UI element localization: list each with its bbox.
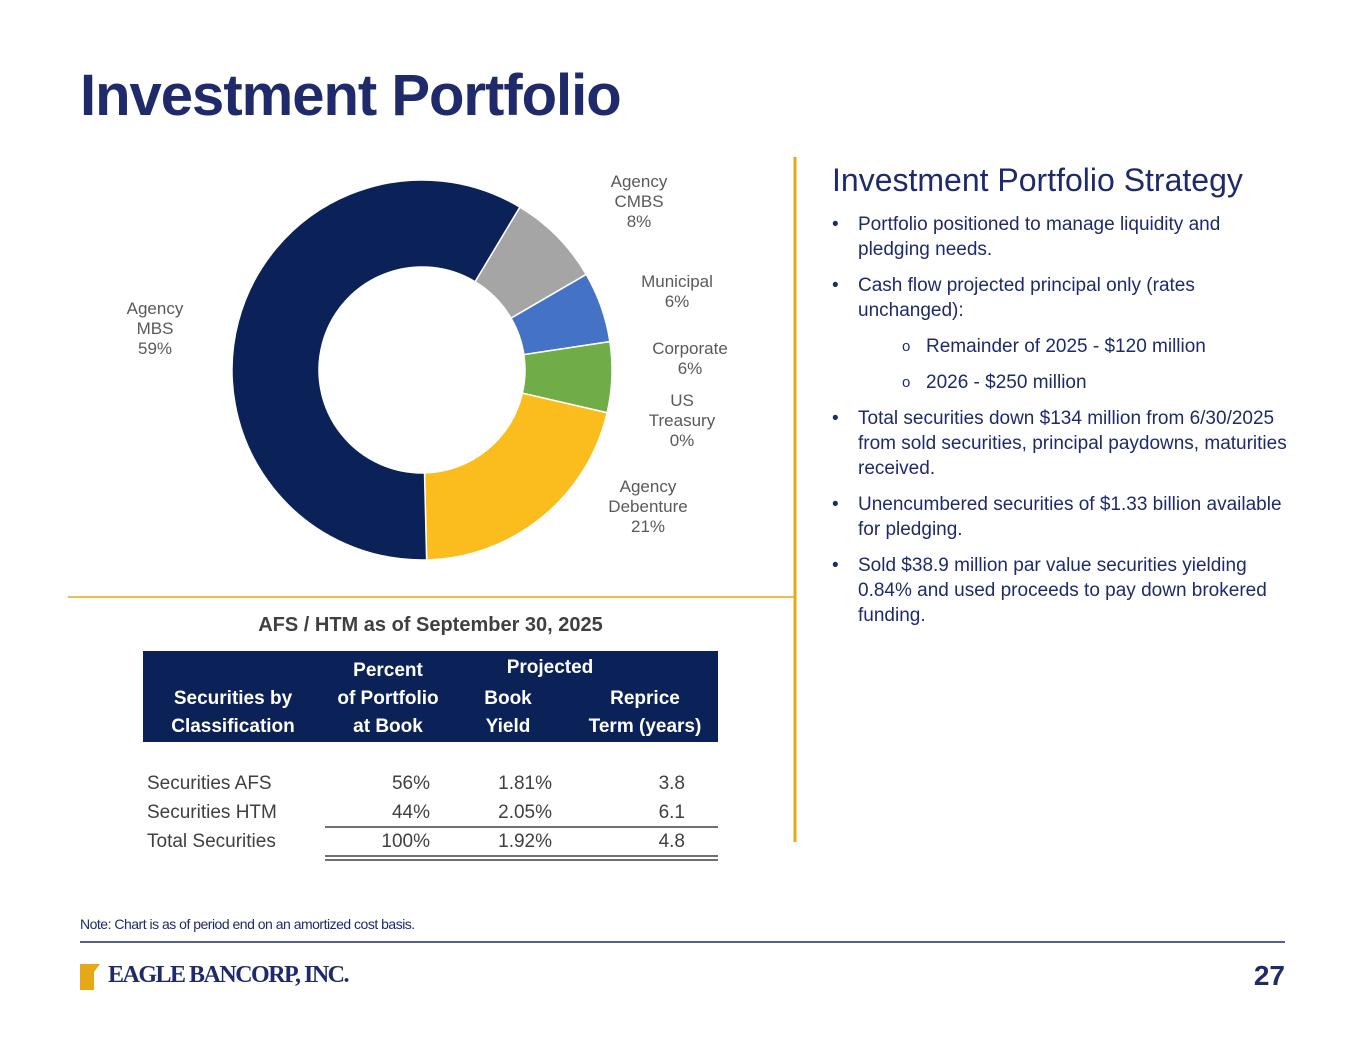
- bullet-text: Cash flow projected principal only (rate…: [858, 275, 1195, 321]
- donut: [231, 179, 613, 561]
- value-label: 6%: [664, 292, 690, 311]
- category-label: Municipal: [641, 272, 713, 291]
- bullet: Total securities down $134 million from …: [832, 406, 1292, 481]
- slice-label: Agency Debenture 21%: [593, 477, 703, 537]
- table-caption: AFS / HTM as of September 30, 2025: [258, 614, 603, 636]
- pie-slice: [231, 179, 521, 561]
- bullet: Unencumbered securities of $1.33 billion…: [832, 492, 1292, 542]
- table-cell: 1.81%: [498, 773, 552, 794]
- table-cell: 56%: [391, 773, 430, 794]
- column-header: Book: [484, 688, 532, 709]
- logo-icon: [80, 964, 100, 990]
- strategy-list: Portfolio positioned to manage liquidity…: [832, 212, 1292, 639]
- table-cell: 3.8: [658, 773, 685, 794]
- slice-label: Municipal 6%: [622, 272, 732, 312]
- table-row: Securities HTM 44% 2.05% 6.1: [147, 802, 687, 830]
- table-cell: 2.05%: [498, 802, 552, 823]
- column-header: of Portfolio: [337, 688, 439, 709]
- bullet: Portfolio positioned to manage liquidity…: [832, 212, 1292, 262]
- table-cell: 100%: [381, 831, 430, 852]
- strategy-heading: Investment Portfolio Strategy: [832, 162, 1243, 198]
- sub-bullet: 2026 - $250 million: [858, 370, 1292, 395]
- category-label: Agency Debenture: [608, 477, 688, 516]
- column-header: Securities by: [173, 688, 293, 709]
- value-label: 21%: [630, 517, 666, 536]
- slide-title: Investment Portfolio: [80, 63, 622, 128]
- table-row: Total Securities 100% 1.92% 4.8: [147, 831, 687, 859]
- value-label: 8%: [626, 212, 652, 231]
- bullet-text: Unencumbered securities of $1.33 billion…: [858, 494, 1282, 540]
- value-label: 0%: [669, 431, 695, 450]
- table-cell: Securities HTM: [147, 802, 277, 823]
- bullet-text: Sold $38.9 million par value securities …: [858, 555, 1267, 626]
- column-header: Term (years): [588, 716, 702, 737]
- footnote: Note: Chart is as of period end on an am…: [80, 916, 415, 932]
- bullet: Cash flow projected principal only (rate…: [832, 273, 1292, 395]
- slice-label: US Treasury 0%: [627, 391, 737, 451]
- table-header: Projected Securities by Classification Per…: [143, 651, 718, 742]
- sub-list: Remainder of 2025 - $120 million 2026 - $…: [858, 334, 1292, 395]
- group-header: Projected: [506, 657, 594, 678]
- table-cell: Securities AFS: [147, 773, 272, 794]
- bullet-text: Portfolio positioned to manage liquidity…: [858, 214, 1221, 260]
- category-label: Agency CMBS: [610, 172, 668, 211]
- column-header: Reprice: [610, 688, 680, 709]
- slice-label: Corporate 6%: [635, 339, 745, 379]
- value-label: 59%: [137, 339, 173, 358]
- column-header: at Book: [353, 716, 423, 737]
- category-label: Agency MBS: [126, 299, 184, 338]
- table-cell: 44%: [391, 802, 430, 823]
- table-cell: Total Securities: [147, 831, 276, 852]
- category-label: Corporate: [652, 339, 728, 358]
- bullet-text: Total securities down $134 million from …: [858, 408, 1287, 479]
- column-header: Yield: [485, 716, 531, 737]
- table-cell: 6.1: [658, 802, 685, 823]
- slice-label: Agency CMBS 8%: [584, 172, 694, 232]
- value-label: 6%: [677, 359, 703, 378]
- column-header: Classification: [171, 716, 295, 737]
- slice-label: Agency MBS 59%: [100, 299, 210, 359]
- column-header: Percent: [353, 660, 423, 681]
- table-cell: 1.92%: [498, 831, 552, 852]
- category-label: US Treasury: [648, 391, 716, 430]
- sub-bullet: Remainder of 2025 - $120 million: [858, 334, 1292, 359]
- logo: EAGLE BANCORP, INC.: [108, 962, 350, 988]
- page-number: 27: [1253, 960, 1285, 991]
- table-cell: 4.8: [658, 831, 685, 852]
- table-row: Securities AFS 56% 1.81% 3.8: [147, 773, 687, 801]
- pie-slice: [423, 392, 609, 561]
- bullet: Sold $38.9 million par value securities …: [832, 553, 1292, 628]
